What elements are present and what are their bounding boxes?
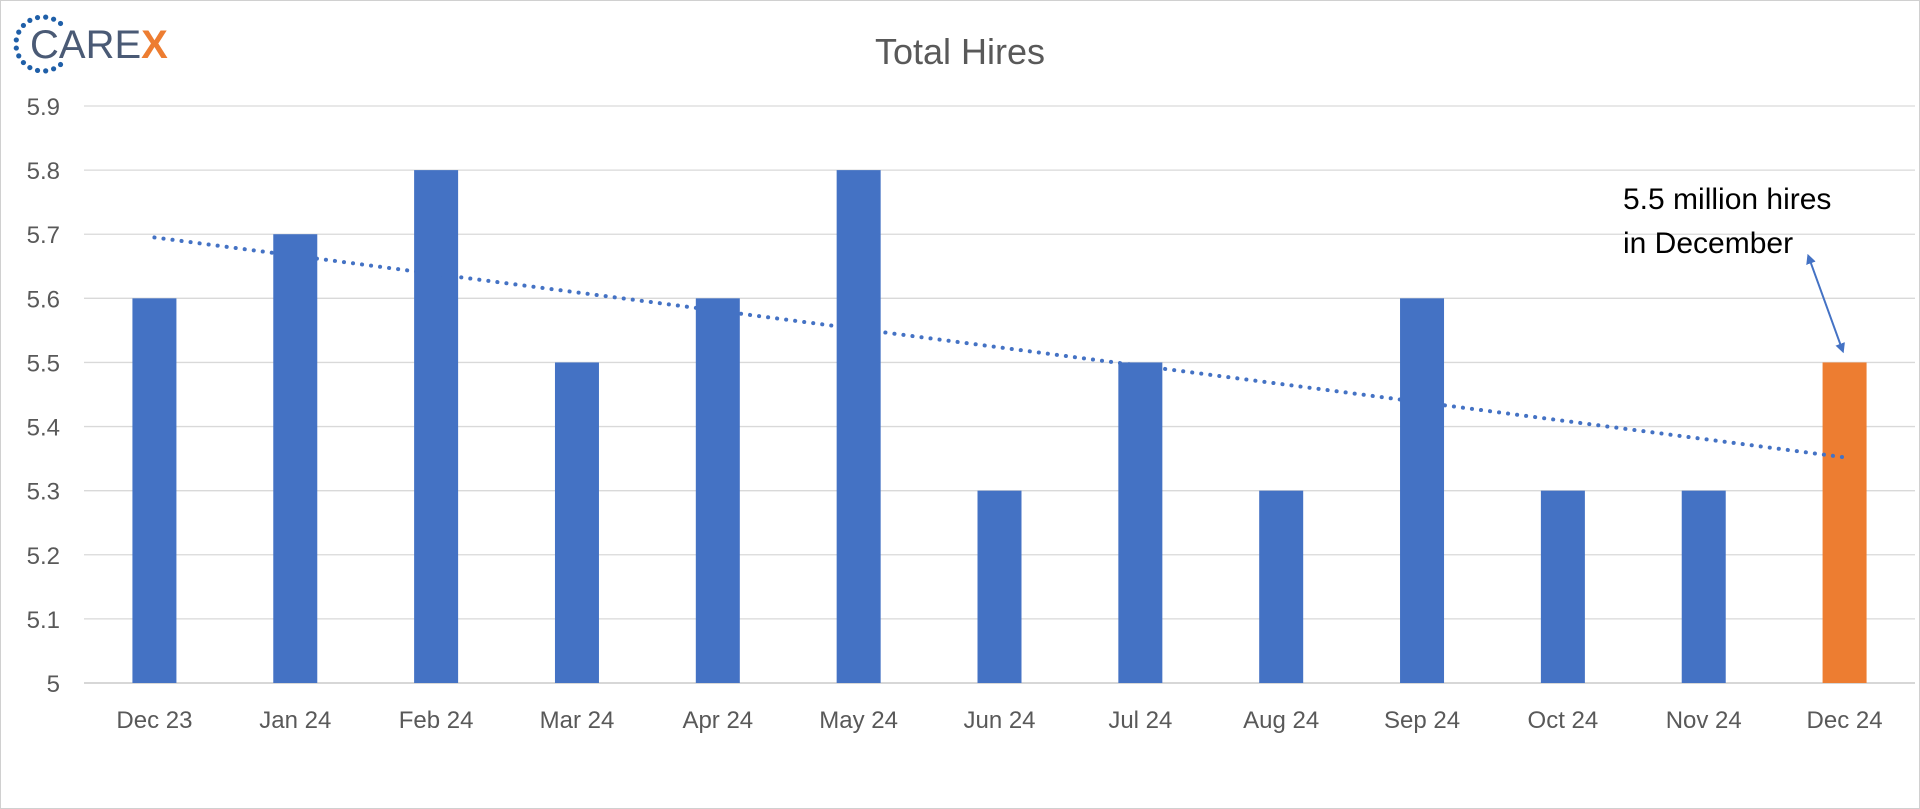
- logo-dot: [57, 61, 64, 68]
- y-tick-label: 5.4: [27, 415, 60, 442]
- logo-dot: [20, 22, 27, 29]
- x-tick-label: Dec 23: [116, 707, 192, 734]
- bar: [695, 298, 740, 683]
- logo-dot: [16, 53, 22, 59]
- bar: [977, 490, 1022, 683]
- y-tick-label: 5.5: [27, 350, 60, 377]
- svg-text:CAREX: CAREX: [30, 23, 168, 67]
- annotation-line-1: 5.5 million hires: [1623, 183, 1831, 216]
- gridlines: [84, 105, 1915, 684]
- chart-title: Total Hires: [875, 31, 1045, 72]
- x-tick-label: Mar 24: [540, 707, 615, 734]
- logo-dot: [50, 66, 57, 72]
- x-tick-label: May 24: [819, 707, 898, 734]
- logo-dot-ring: [13, 14, 64, 74]
- y-tick-label: 5.7: [27, 222, 60, 249]
- logo-dot: [43, 68, 49, 74]
- bar: [1259, 490, 1304, 683]
- x-tick-label: Aug 24: [1243, 707, 1319, 734]
- y-tick-label: 5.8: [27, 158, 60, 185]
- logo-dot: [34, 67, 41, 74]
- x-tick-label: Dec 24: [1807, 707, 1883, 734]
- bar: [132, 298, 177, 683]
- bar: [1681, 490, 1726, 683]
- bar: [1822, 362, 1867, 683]
- x-tick-label: Jan 24: [259, 707, 331, 734]
- logo-dot: [13, 37, 19, 43]
- logo-dot: [13, 45, 19, 51]
- logo-dot: [20, 59, 27, 66]
- logo-dot: [43, 14, 49, 20]
- y-axis-ticks: 5 5.1 5.2 5.3 5.4 5.5 5.6 5.7 5.8 5.9: [27, 94, 60, 698]
- x-axis-ticks: Dec 23 Jan 24 Feb 24 Mar 24 Apr 24 May 24 Jun …: [116, 707, 1882, 734]
- y-tick-label: 5.6: [27, 286, 60, 313]
- bar: [1540, 490, 1585, 683]
- x-tick-label: Sep 24: [1384, 707, 1460, 734]
- trendline-group: [152, 235, 1847, 460]
- y-tick-label: 5.3: [27, 479, 60, 506]
- annotation-arrow: [1806, 253, 1845, 354]
- x-tick-label: Oct 24: [1528, 707, 1599, 734]
- trendline: [152, 235, 1847, 460]
- logo-text-main: CARE: [30, 23, 141, 67]
- bar: [1400, 298, 1445, 683]
- annotation-line-2: in December: [1623, 227, 1793, 260]
- annotation-group: 5.5 million hires in December: [1623, 183, 1845, 354]
- x-tick-label: Nov 24: [1666, 707, 1742, 734]
- y-tick-label: 5.9: [27, 94, 60, 121]
- x-tick-label: Jul 24: [1108, 707, 1172, 734]
- logo-dot: [50, 16, 57, 22]
- x-tick-label: Feb 24: [399, 707, 474, 734]
- bar: [273, 234, 318, 683]
- logo-dot: [34, 14, 41, 21]
- y-tick-label: 5.1: [27, 607, 60, 634]
- logo-dot: [27, 64, 33, 71]
- bar: [1118, 362, 1163, 683]
- logo-dot: [27, 17, 33, 24]
- carex-logo: CAREX: [13, 14, 168, 74]
- logo-dot: [57, 20, 64, 27]
- bar: [836, 170, 881, 684]
- y-tick-label: 5: [47, 671, 60, 698]
- bars: [132, 170, 1867, 684]
- logo-text-accent: X: [141, 23, 168, 67]
- bar: [414, 170, 459, 684]
- x-tick-label: Jun 24: [963, 707, 1035, 734]
- y-tick-label: 5.2: [27, 543, 60, 570]
- bar: [554, 362, 599, 683]
- logo-dot: [16, 29, 22, 35]
- x-tick-label: Apr 24: [682, 707, 753, 734]
